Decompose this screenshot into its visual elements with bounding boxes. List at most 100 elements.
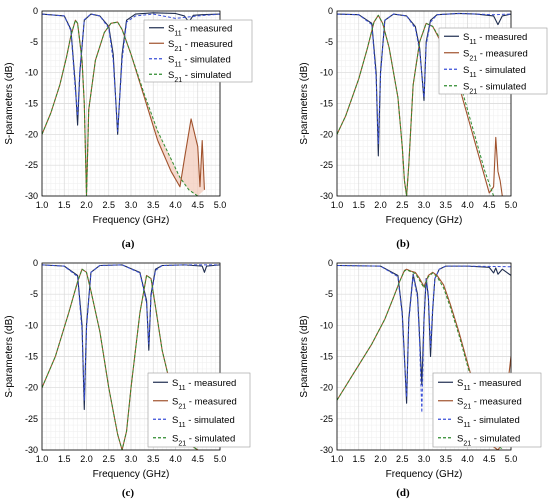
legend-entry: S11 - simulated: [457, 415, 520, 429]
y-axis-label: S-parameters (dB): [299, 62, 310, 144]
series-line-3: [42, 13, 220, 132]
legend-entry: S21 - measured: [457, 396, 522, 410]
y-tick-label: -5: [30, 289, 38, 299]
x-tick-label: 5.0: [505, 200, 518, 210]
legend-entry: S21 - measured: [463, 48, 528, 62]
series-line-1: [337, 12, 511, 157]
caption-d: (d): [396, 487, 410, 499]
x-axis-label: Frequency (GHz): [93, 215, 170, 226]
legend-entry: S11 - simulated: [463, 65, 526, 79]
chart-panel-b: 1.0 1.5 2.0 2.5 3.0 3.5 4.0 4.5 5.0 0 -5 -10 -15 -20 -…: [299, 6, 548, 226]
y-tick-label: -20: [25, 129, 38, 139]
x-tick-label: 2.0: [80, 200, 93, 210]
series-line-3: [337, 12, 511, 145]
legend-entry: S11 - measured: [463, 32, 527, 46]
x-tick-label: 1.0: [331, 200, 344, 210]
y-axis-label: S-parameters (dB): [299, 315, 310, 397]
y-tick-label: -25: [25, 160, 38, 170]
y-tick-label: -20: [320, 129, 333, 139]
x-tick-label: 3.5: [439, 200, 452, 210]
x-tick-label: 4.5: [191, 200, 204, 210]
x-tick-label: 4.0: [169, 200, 182, 210]
plot-area: [42, 264, 220, 450]
y-tick-label: -15: [320, 99, 333, 109]
legend: S11 - measured S21 - measured S11 - simula…: [432, 372, 542, 448]
y-tick-label: -15: [25, 99, 38, 109]
legend-entry: S21 - simulated: [172, 433, 235, 447]
legend-entry: S21 - measured: [172, 396, 237, 410]
x-tick-label: 2.5: [396, 200, 409, 210]
series-line-1: [42, 12, 220, 135]
caption-a: (a): [122, 238, 135, 250]
x-tick-label: 2.0: [80, 454, 93, 464]
plot-frame: [41, 10, 221, 197]
y-tick-label: 0: [328, 258, 333, 268]
x-tick-label: 1.0: [331, 454, 344, 464]
x-tick-label: 2.0: [374, 200, 387, 210]
series-line-3: [337, 264, 511, 414]
legend-entry: S11 - measured: [457, 378, 521, 392]
x-tick-label: 3.5: [147, 200, 160, 210]
legend-entry: S21 - measured: [168, 39, 233, 53]
x-tick-label: 5.0: [214, 200, 227, 210]
x-tick-label: 3.0: [418, 454, 431, 464]
chart-panel-a: 1.0 1.5 2.0 2.5 3.0 3.5 4.0 4.5 5.0 0 -5 -10 -15 -20 -…: [4, 6, 253, 226]
x-tick-label: 5.0: [214, 454, 227, 464]
y-tick-label: -5: [325, 289, 333, 299]
x-tick-label: 4.5: [191, 454, 204, 464]
chart-panel-c: 1.0 1.5 2.0 2.5 3.0 3.5 4.0 4.5 5.0 0 -5 -10 -15 -20 -…: [4, 258, 251, 480]
y-tick-label: -10: [25, 320, 38, 330]
y-tick-label: -20: [25, 383, 38, 393]
x-tick-label: 2.5: [102, 454, 115, 464]
y-tick-label: -30: [320, 191, 333, 201]
legend-box: [143, 19, 253, 83]
x-tick-label: 3.5: [439, 454, 452, 464]
y-tick-label: -30: [25, 191, 38, 201]
y-tick-label: -25: [25, 414, 38, 424]
series-line-4: [42, 268, 199, 450]
x-tick-label: 1.0: [36, 454, 49, 464]
y-tick-label: -5: [30, 37, 38, 47]
x-tick-label: 1.0: [36, 200, 49, 210]
x-tick-label: 4.5: [483, 200, 496, 210]
panels-layer: 1.0 1.5 2.0 2.5 3.0 3.5 4.0 4.5 5.0 0 -5 -10 -15 -20 -…: [4, 6, 548, 480]
caption-b: (b): [396, 238, 410, 250]
legend-entry: S11 - measured: [168, 23, 232, 37]
y-tick-label: -10: [25, 68, 38, 78]
x-tick-label: 5.0: [505, 454, 518, 464]
plot-area: [42, 12, 220, 196]
band-fill: [131, 54, 205, 196]
x-axis-label: Frequency (GHz): [386, 469, 463, 480]
legend-box: [432, 372, 542, 448]
y-tick-label: 0: [33, 258, 38, 268]
legend-entry: S11 - measured: [172, 378, 236, 392]
y-tick-label: -25: [320, 160, 333, 170]
series-line-4: [42, 19, 199, 196]
y-tick-label: -25: [320, 414, 333, 424]
y-tick-label: -20: [320, 383, 333, 393]
legend-entry: S21 - simulated: [457, 433, 520, 447]
legend-entry: S11 - simulated: [172, 415, 235, 429]
y-tick-label: -15: [320, 352, 333, 362]
x-tick-label: 1.5: [58, 454, 71, 464]
x-tick-label: 1.5: [352, 454, 365, 464]
x-tick-label: 3.0: [125, 200, 138, 210]
x-tick-label: 4.5: [483, 454, 496, 464]
x-axis-label: Frequency (GHz): [386, 215, 463, 226]
plot-frame: [336, 262, 512, 451]
legend-box: [147, 372, 251, 448]
plot-frame: [41, 262, 221, 451]
x-tick-label: 3.5: [147, 454, 160, 464]
y-tick-label: 0: [328, 6, 333, 16]
x-tick-label: 4.0: [461, 200, 474, 210]
legend-box: [438, 27, 548, 95]
y-tick-label: -5: [325, 37, 333, 47]
chart-panel-d: 1.0 1.5 2.0 2.5 3.0 3.5 4.0 4.5 5.0 0 -5 -10 -15 -20 -…: [299, 258, 542, 480]
y-axis-label: S-parameters (dB): [4, 62, 15, 144]
x-tick-label: 4.0: [461, 454, 474, 464]
legend: S11 - measured S21 - measured S11 - simula…: [147, 372, 251, 448]
x-tick-label: 3.0: [125, 454, 138, 464]
x-tick-label: 2.5: [396, 454, 409, 464]
